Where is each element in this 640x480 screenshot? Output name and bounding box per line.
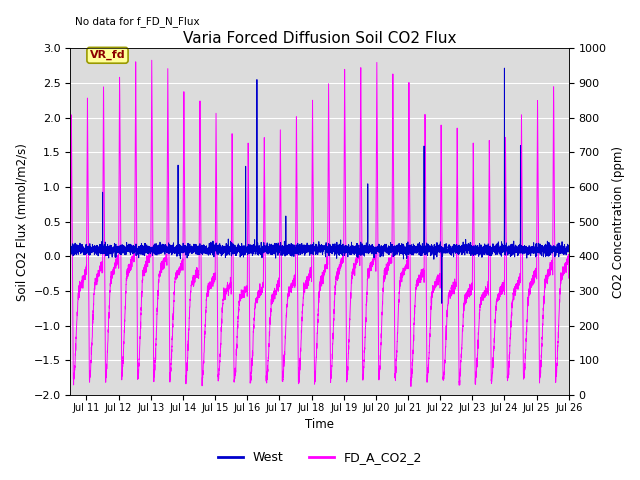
Title: Varia Forced Diffusion Soil CO2 Flux: Varia Forced Diffusion Soil CO2 Flux xyxy=(183,31,456,46)
Y-axis label: Soil CO2 Flux (mmol/m2/s): Soil CO2 Flux (mmol/m2/s) xyxy=(15,143,28,300)
Text: VR_fd: VR_fd xyxy=(90,50,125,60)
X-axis label: Time: Time xyxy=(305,419,334,432)
Legend: West, FD_A_CO2_2: West, FD_A_CO2_2 xyxy=(213,446,427,469)
Text: No data for f_FD_N_Flux: No data for f_FD_N_Flux xyxy=(76,16,200,27)
Y-axis label: CO2 Concentration (ppm): CO2 Concentration (ppm) xyxy=(612,145,625,298)
